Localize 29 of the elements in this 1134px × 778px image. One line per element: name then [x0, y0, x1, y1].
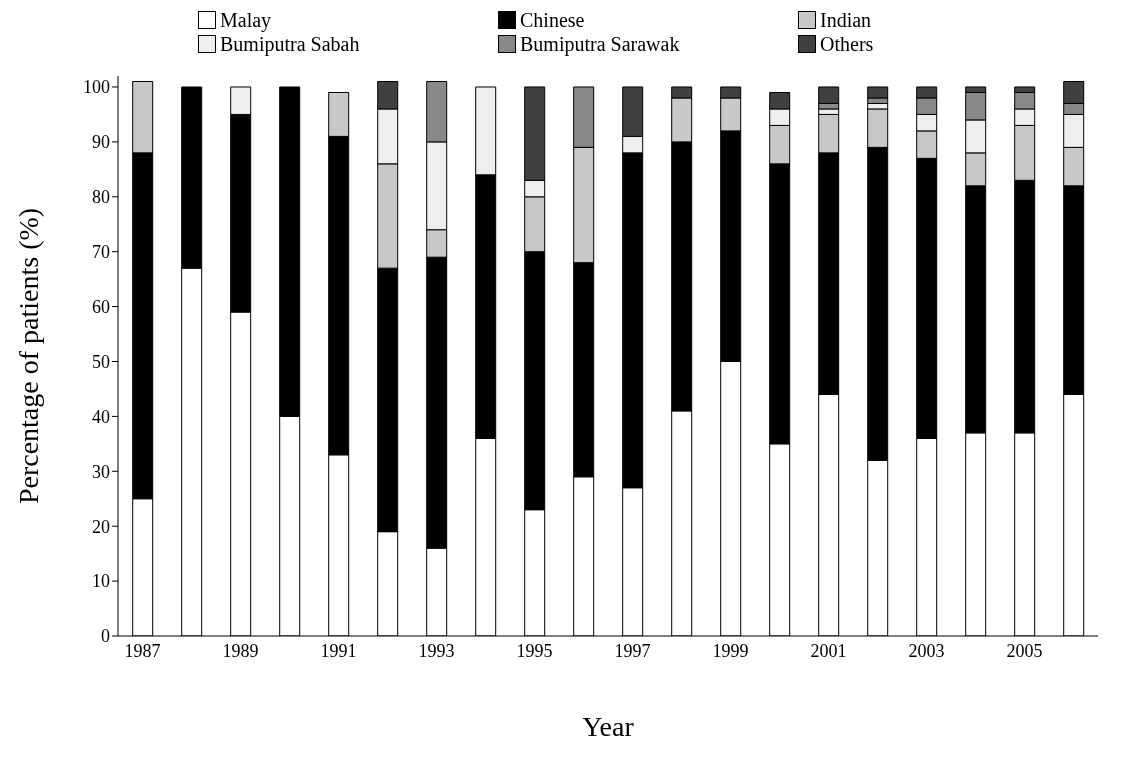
x-axis-title: Year: [582, 711, 635, 742]
y-tick-label: 30: [92, 461, 110, 482]
y-tick-label: 100: [83, 77, 110, 98]
x-tick-label: 2001: [810, 640, 847, 661]
legend-label: Chinese: [520, 8, 585, 32]
x-tick-label: 1995: [516, 640, 553, 661]
legend-label: Others: [820, 32, 874, 56]
legend-label: Bumiputra Sarawak: [520, 32, 680, 56]
y-tick-label: 60: [92, 296, 110, 317]
y-tick-label: 20: [92, 516, 110, 537]
x-tick-label: 1999: [712, 640, 749, 661]
y-axis-title: Percentage of patients (%): [12, 207, 44, 505]
legend-label: Indian: [820, 8, 872, 32]
y-tick-label: 0: [101, 626, 110, 647]
y-tick-label: 50: [92, 351, 110, 372]
x-tick-label: 2003: [908, 640, 945, 661]
legend-label: Malay: [220, 8, 272, 32]
x-tick-label: 1989: [222, 640, 259, 661]
x-tick-label: 1997: [614, 640, 651, 661]
y-tick-label: 90: [92, 132, 110, 153]
x-tick-label: 1991: [320, 640, 357, 661]
x-tick-label: 1987: [124, 640, 161, 661]
y-tick-label: 80: [92, 187, 110, 208]
y-tick-label: 10: [92, 571, 110, 592]
legend-label: Bumiputra Sabah: [220, 32, 360, 56]
y-tick-label: 40: [92, 406, 110, 427]
x-tick-label: 1993: [418, 640, 455, 661]
y-tick-label: 70: [92, 242, 110, 263]
x-tick-label: 2005: [1006, 640, 1043, 661]
